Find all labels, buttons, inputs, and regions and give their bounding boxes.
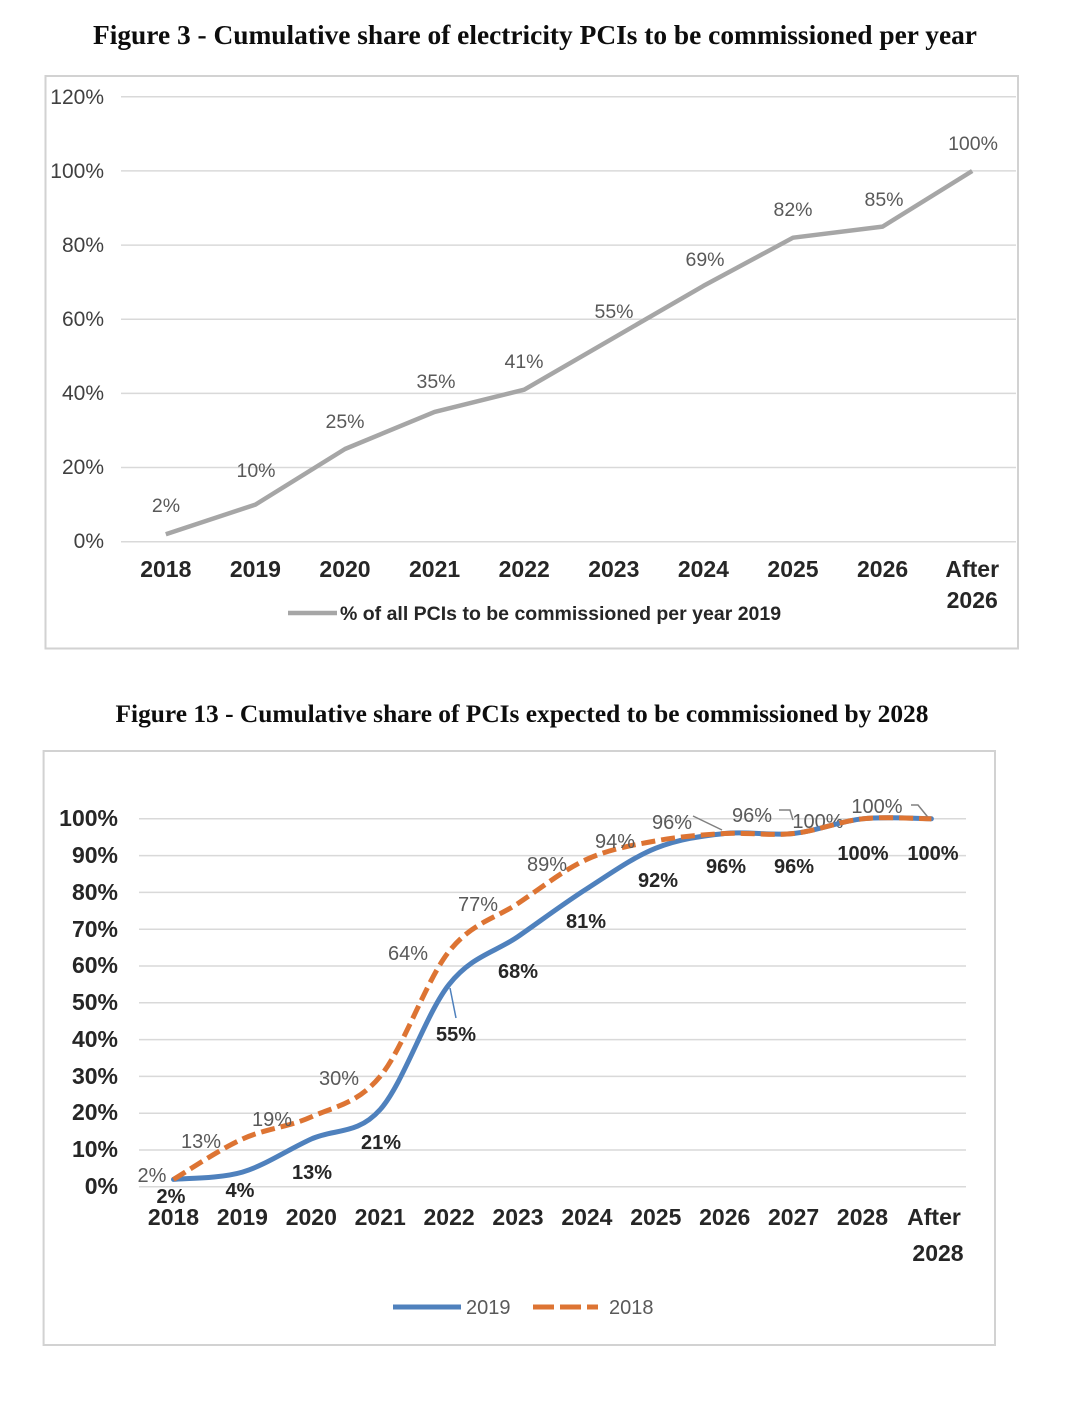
svg-text:2024: 2024: [678, 556, 729, 582]
svg-text:2020: 2020: [319, 556, 370, 582]
svg-text:2027: 2027: [768, 1204, 819, 1230]
svg-text:2020: 2020: [286, 1204, 337, 1230]
svg-text:0%: 0%: [85, 1173, 118, 1199]
svg-text:55%: 55%: [594, 301, 633, 323]
svg-text:80%: 80%: [62, 234, 104, 257]
svg-text:2028: 2028: [912, 1240, 963, 1266]
svg-text:2021: 2021: [409, 556, 460, 582]
svg-text:2018: 2018: [140, 556, 191, 582]
svg-text:50%: 50%: [72, 989, 118, 1015]
svg-text:96%: 96%: [732, 805, 772, 827]
svg-text:96%: 96%: [706, 856, 746, 878]
svg-text:2026: 2026: [699, 1204, 750, 1230]
svg-text:120%: 120%: [50, 86, 104, 109]
svg-text:60%: 60%: [62, 308, 104, 331]
svg-text:2028: 2028: [837, 1204, 888, 1230]
svg-text:19%: 19%: [252, 1109, 292, 1131]
svg-text:30%: 30%: [72, 1063, 118, 1089]
svg-text:2018: 2018: [148, 1204, 199, 1230]
svg-text:85%: 85%: [864, 189, 903, 211]
svg-text:100%: 100%: [948, 133, 998, 155]
svg-text:2019: 2019: [230, 556, 281, 582]
svg-text:2%: 2%: [157, 1186, 186, 1208]
svg-text:2025: 2025: [630, 1204, 681, 1230]
svg-text:% of all PCIs to be commission: % of all PCIs to be commissioned per yea…: [340, 603, 781, 625]
svg-text:2019: 2019: [466, 1297, 511, 1319]
svg-text:2026: 2026: [947, 587, 998, 613]
svg-text:80%: 80%: [72, 879, 118, 905]
svg-text:100%: 100%: [907, 843, 958, 865]
svg-text:68%: 68%: [498, 961, 538, 983]
svg-text:82%: 82%: [773, 199, 812, 221]
svg-text:96%: 96%: [652, 812, 692, 834]
svg-text:21%: 21%: [361, 1132, 401, 1154]
svg-text:100%: 100%: [851, 796, 902, 818]
svg-text:After: After: [907, 1204, 961, 1230]
svg-text:0%: 0%: [74, 530, 104, 553]
svg-text:35%: 35%: [416, 371, 455, 393]
svg-text:13%: 13%: [292, 1162, 332, 1184]
svg-text:55%: 55%: [436, 1024, 476, 1046]
svg-text:100%: 100%: [837, 843, 888, 865]
svg-text:70%: 70%: [72, 916, 118, 942]
svg-text:94%: 94%: [595, 831, 635, 853]
svg-text:30%: 30%: [319, 1068, 359, 1090]
svg-text:2018: 2018: [609, 1297, 654, 1319]
svg-text:4%: 4%: [226, 1180, 255, 1202]
svg-text:2023: 2023: [588, 556, 639, 582]
svg-text:25%: 25%: [325, 411, 364, 433]
svg-text:10%: 10%: [236, 460, 275, 482]
svg-text:2019: 2019: [217, 1204, 268, 1230]
svg-text:Figure 3 - Cumulative share of: Figure 3 - Cumulative share of electrici…: [93, 20, 977, 50]
svg-text:2023: 2023: [492, 1204, 543, 1230]
svg-text:81%: 81%: [566, 911, 606, 933]
svg-text:2025: 2025: [767, 556, 818, 582]
svg-text:2024: 2024: [561, 1204, 612, 1230]
svg-text:69%: 69%: [685, 249, 724, 271]
svg-text:77%: 77%: [458, 894, 498, 916]
svg-text:Figure 13 - Cumulative share o: Figure 13 - Cumulative share of PCIs exp…: [116, 700, 929, 728]
svg-text:41%: 41%: [504, 351, 543, 373]
svg-text:2%: 2%: [152, 495, 180, 517]
svg-text:2022: 2022: [499, 556, 550, 582]
svg-text:64%: 64%: [388, 943, 428, 965]
svg-text:10%: 10%: [72, 1136, 118, 1162]
svg-text:100%: 100%: [59, 805, 118, 831]
svg-text:92%: 92%: [638, 870, 678, 892]
svg-text:40%: 40%: [62, 382, 104, 405]
svg-text:100%: 100%: [50, 160, 104, 183]
svg-text:20%: 20%: [72, 1099, 118, 1125]
svg-text:2021: 2021: [355, 1204, 406, 1230]
svg-text:13%: 13%: [181, 1131, 221, 1153]
svg-text:2026: 2026: [857, 556, 908, 582]
svg-text:60%: 60%: [72, 952, 118, 978]
svg-text:After: After: [945, 556, 999, 582]
svg-text:40%: 40%: [72, 1026, 118, 1052]
svg-text:89%: 89%: [527, 854, 567, 876]
svg-text:2%: 2%: [138, 1165, 167, 1187]
svg-text:2022: 2022: [424, 1204, 475, 1230]
svg-text:96%: 96%: [774, 856, 814, 878]
svg-text:20%: 20%: [62, 456, 104, 479]
svg-text:90%: 90%: [72, 842, 118, 868]
